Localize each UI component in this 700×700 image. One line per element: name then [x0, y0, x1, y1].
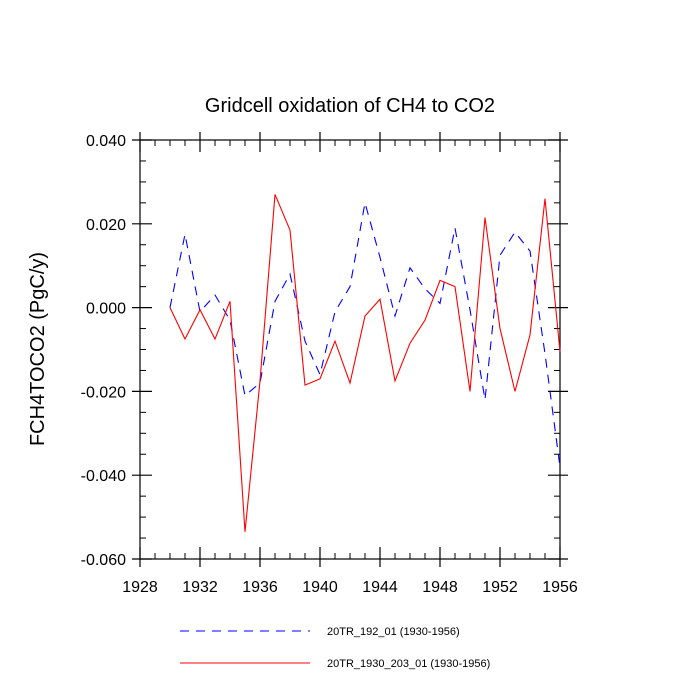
x-tick-label: 1948 [422, 579, 458, 596]
legend-label-2: 20TR_1930_203_01 (1930-1956) [327, 658, 490, 670]
x-tick-label: 1932 [182, 579, 218, 596]
legend: 20TR_192_01 (1930-1956) 20TR_1930_203_01 … [180, 626, 490, 670]
y-axis-label: FCH4TOCO2 (PgC/y) [27, 252, 49, 446]
series-layer [169, 194, 561, 532]
y-tick-label: -0.040 [81, 468, 126, 485]
x-tick-label: 1944 [362, 579, 398, 596]
y-tick-label: -0.060 [81, 552, 126, 569]
x-tick-label: 1956 [542, 579, 578, 596]
legend-label-1: 20TR_192_01 (1930-1956) [327, 626, 460, 638]
series-line-1 [169, 202, 561, 467]
series-line-2 [169, 194, 561, 532]
x-tick-label: 1936 [242, 579, 278, 596]
x-tick-label: 1952 [482, 579, 518, 596]
y-tick-label: -0.020 [81, 384, 126, 401]
y-tick-label: 0.040 [86, 133, 126, 150]
chart-title: Gridcell oxidation of CH4 to CO2 [205, 95, 495, 117]
x-tick-label: 1940 [302, 579, 338, 596]
plot-frame [139, 139, 561, 560]
y-tick-label: 0.000 [86, 301, 126, 318]
y-tick-label: 0.020 [86, 217, 126, 234]
x-tick-label: 1928 [122, 579, 158, 596]
axis-ticks [132, 132, 568, 567]
tick-labels: 1928 1932 1936 1940 1944 1948 1952 1956 -0.060 -0… [81, 133, 578, 596]
